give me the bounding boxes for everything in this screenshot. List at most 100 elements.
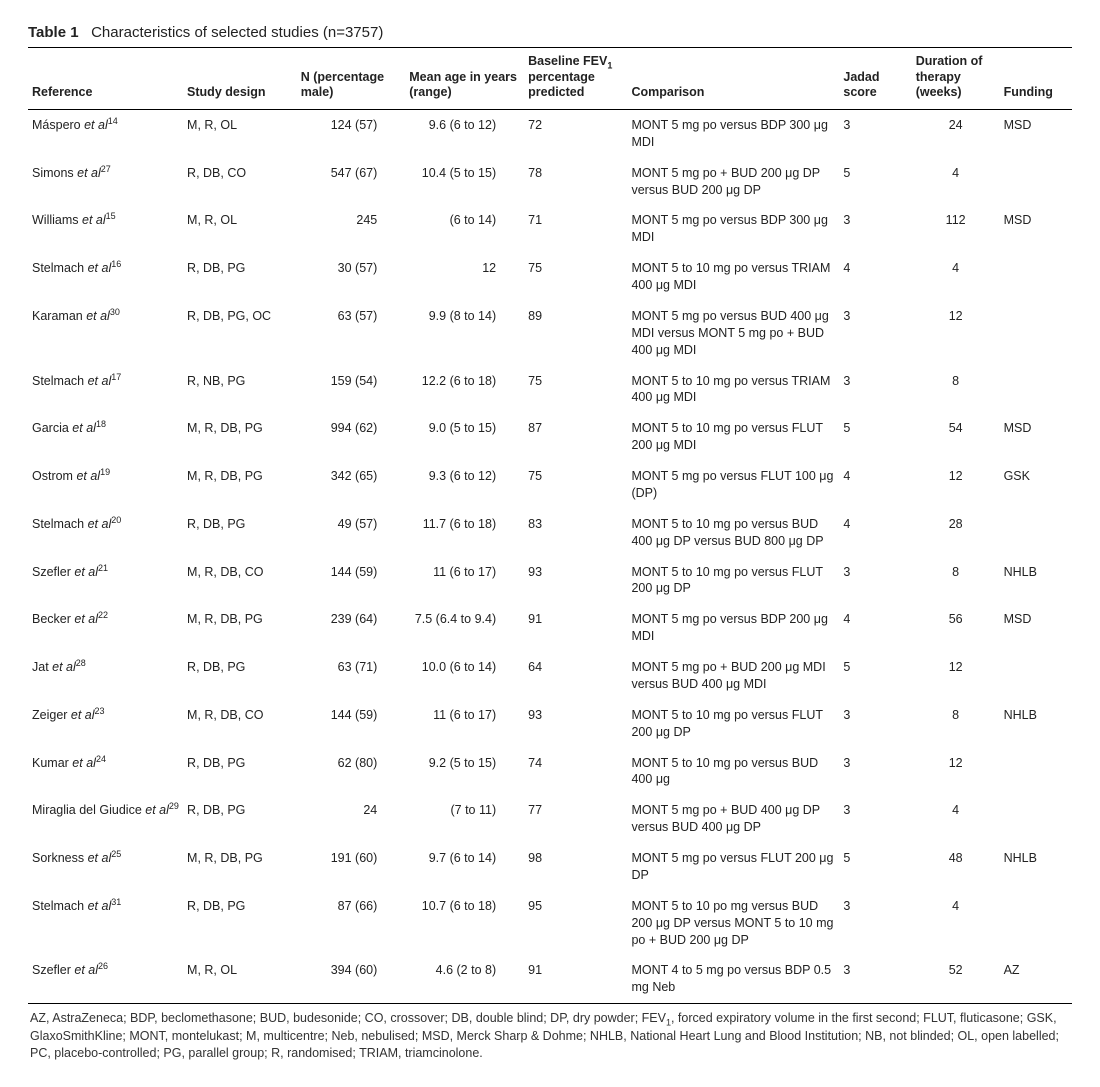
cell-age: 9.9 (8 to 14) [405,301,524,366]
cell-n: 394 (60) [297,955,406,1003]
cell-fev: 91 [524,955,627,1003]
cell-n: 159 (54) [297,366,406,414]
cell-age: 11 (6 to 17) [405,557,524,605]
cell-n: 87 (66) [297,891,406,956]
cell-funding: NHLB [1000,700,1072,748]
cell-design: M, R, DB, PG [183,461,297,509]
cell-jadad: 3 [839,366,911,414]
col-study-design: Study design [183,48,297,110]
col-jadad: Jadad score [839,48,911,110]
cell-comparison: MONT 5 mg po versus BDP 300 g MDI [627,205,839,253]
cell-duration: 8 [912,700,1000,748]
cell-n: 30 (57) [297,253,406,301]
cell-funding: GSK [1000,461,1072,509]
cell-duration: 112 [912,205,1000,253]
col-duration: Duration of therapy (weeks) [912,48,1000,110]
cell-funding: MSD [1000,604,1072,652]
cell-funding: NHLB [1000,557,1072,605]
cell-fev: 72 [524,109,627,157]
cell-funding [1000,253,1072,301]
cell-duration: 12 [912,461,1000,509]
cell-duration: 48 [912,843,1000,891]
table-title: Table 1 Characteristics of selected stud… [28,24,1072,41]
cell-comparison: MONT 5 mg po + BUD 400 g DP versus BUD 4… [627,795,839,843]
cell-duration: 8 [912,366,1000,414]
cell-jadad: 3 [839,205,911,253]
cell-design: M, R, DB, PG [183,604,297,652]
cell-duration: 12 [912,652,1000,700]
cell-fev: 78 [524,158,627,206]
cell-reference: Jat et al28 [28,652,183,700]
col-funding: Funding [1000,48,1072,110]
cell-reference: Garcia et al18 [28,413,183,461]
cell-funding [1000,301,1072,366]
cell-comparison: MONT 5 to 10 mg po versus TRIAM 400 g MD… [627,366,839,414]
table-row: Szefler et al21M, R, DB, CO144 (59)11 (6… [28,557,1072,605]
cell-design: R, DB, PG [183,652,297,700]
table-row: Stelmach et al16R, DB, PG30 (57)1275MONT… [28,253,1072,301]
cell-duration: 12 [912,301,1000,366]
cell-reference: Miraglia del Giudice et al29 [28,795,183,843]
cell-age: (6 to 14) [405,205,524,253]
cell-reference: Stelmach et al17 [28,366,183,414]
cell-reference: Simons et al27 [28,158,183,206]
cell-comparison: MONT 5 mg po versus BUD 400 g MDI versus… [627,301,839,366]
table-row: Szefler et al26M, R, OL394 (60)4.6 (2 to… [28,955,1072,1003]
cell-age: 12.2 (6 to 18) [405,366,524,414]
table-row: Ostrom et al19M, R, DB, PG342 (65)9.3 (6… [28,461,1072,509]
cell-funding [1000,158,1072,206]
cell-n: 547 (67) [297,158,406,206]
table-footnote: AZ, AstraZeneca; BDP, beclomethasone; BU… [28,1004,1072,1063]
cell-design: R, DB, PG, OC [183,301,297,366]
cell-age: 12 [405,253,524,301]
cell-funding: NHLB [1000,843,1072,891]
cell-design: R, DB, PG [183,509,297,557]
cell-age: 9.2 (5 to 15) [405,748,524,796]
cell-comparison: MONT 5 mg po versus FLUT 100 g (DP) [627,461,839,509]
cell-design: M, R, DB, CO [183,700,297,748]
cell-funding [1000,748,1072,796]
cell-jadad: 3 [839,955,911,1003]
cell-fev: 71 [524,205,627,253]
cell-duration: 24 [912,109,1000,157]
cell-fev: 87 [524,413,627,461]
cell-fev: 74 [524,748,627,796]
cell-funding [1000,366,1072,414]
cell-comparison: MONT 5 mg po versus BDP 200 g MDI [627,604,839,652]
cell-n: 63 (71) [297,652,406,700]
cell-jadad: 3 [839,700,911,748]
cell-duration: 4 [912,253,1000,301]
cell-duration: 54 [912,413,1000,461]
cell-comparison: MONT 5 mg po versus FLUT 200 g DP [627,843,839,891]
cell-fev: 75 [524,253,627,301]
cell-age: 9.6 (6 to 12) [405,109,524,157]
cell-duration: 4 [912,891,1000,956]
cell-funding [1000,891,1072,956]
col-n-male: N (percentage male) [297,48,406,110]
cell-fev: 83 [524,509,627,557]
cell-reference: Kumar et al24 [28,748,183,796]
cell-age: (7 to 11) [405,795,524,843]
table-row: Garcia et al18M, R, DB, PG994 (62)9.0 (5… [28,413,1072,461]
cell-comparison: MONT 5 mg po versus BDP 300 g MDI [627,109,839,157]
cell-fev: 91 [524,604,627,652]
table-body: Máspero et al14M, R, OL124 (57)9.6 (6 to… [28,109,1072,1003]
table-caption: Characteristics of selected studies (n=3… [91,24,383,41]
cell-funding [1000,795,1072,843]
col-baseline-fev: Baseline FEV1 percentage predicted [524,48,627,110]
cell-age: 4.6 (2 to 8) [405,955,524,1003]
cell-jadad: 3 [839,891,911,956]
cell-age: 10.7 (6 to 18) [405,891,524,956]
cell-design: M, R, DB, PG [183,843,297,891]
cell-n: 239 (64) [297,604,406,652]
cell-duration: 4 [912,795,1000,843]
cell-age: 10.0 (6 to 14) [405,652,524,700]
cell-duration: 52 [912,955,1000,1003]
cell-reference: Sorkness et al25 [28,843,183,891]
cell-design: M, R, OL [183,955,297,1003]
table-label: Table 1 [28,24,79,41]
cell-reference: Becker et al22 [28,604,183,652]
cell-jadad: 5 [839,652,911,700]
cell-n: 994 (62) [297,413,406,461]
cell-duration: 4 [912,158,1000,206]
